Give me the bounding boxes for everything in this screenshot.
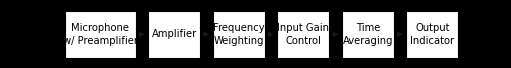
Text: Amplifier: Amplifier [151,29,197,39]
Bar [277,11,329,58]
Bar [342,11,394,58]
Bar [148,11,200,58]
Text: Frequency
Weighting: Frequency Weighting [213,23,265,46]
Bar [65,11,135,58]
Bar [406,11,458,58]
Text: Input Gain
Control: Input Gain Control [277,23,329,46]
Text: Output
Indicator: Output Indicator [410,23,454,46]
Text: Time
Averaging: Time Averaging [342,23,393,46]
Text: Microphone
w/ Preamplifier: Microphone w/ Preamplifier [63,23,138,46]
Bar [213,11,265,58]
